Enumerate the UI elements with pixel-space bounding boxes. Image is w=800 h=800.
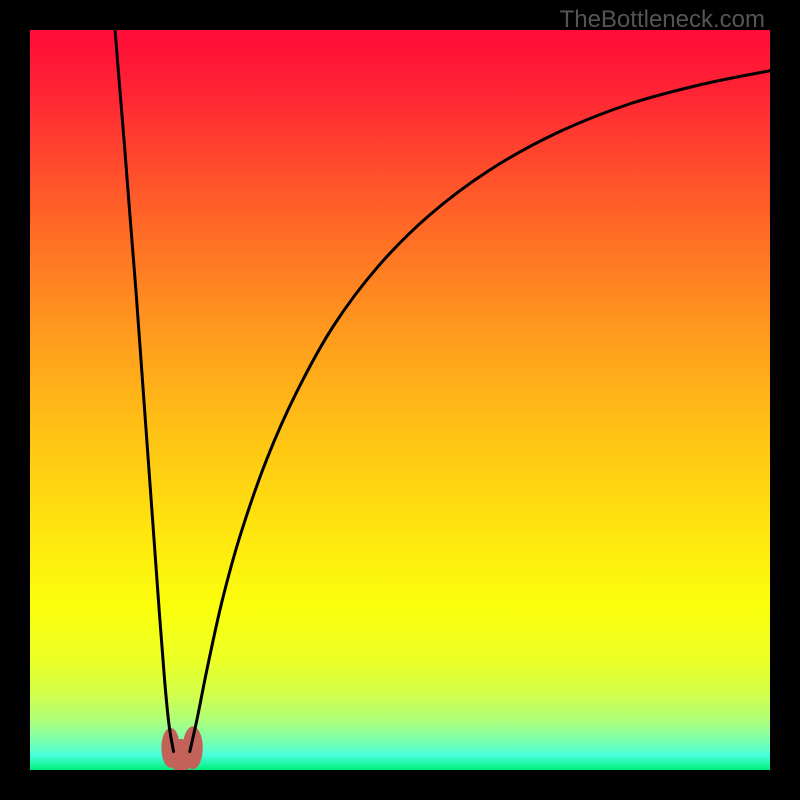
curve-left-descent	[115, 30, 173, 752]
plot-area	[30, 30, 770, 770]
chart-container: TheBottleneck.com	[0, 0, 800, 800]
bottleneck-curve	[30, 30, 770, 770]
bottom-blob-group	[161, 726, 202, 770]
watermark-text: TheBottleneck.com	[560, 6, 765, 34]
curve-right-ascent	[190, 71, 770, 752]
